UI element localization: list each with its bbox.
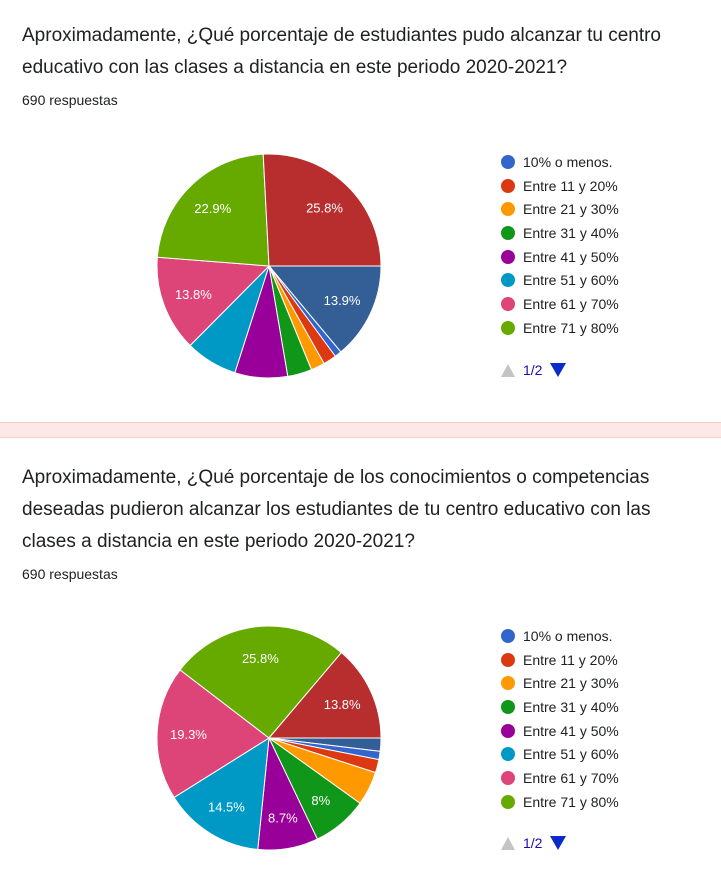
slice-data-label: 25.8% [242, 651, 279, 666]
slice-data-label: 8.7% [268, 810, 298, 825]
legend: 10% o menos. Entre 11 y 20% Entre 21 y 30%… [501, 624, 701, 814]
page-down-icon[interactable] [550, 836, 567, 850]
legend-swatch [501, 296, 515, 311]
page-down-icon[interactable] [550, 363, 567, 377]
legend-label: 10% o menos. [523, 153, 613, 170]
legend-label: Entre 61 y 70% [523, 295, 619, 312]
legend-label: Entre 71 y 80% [523, 319, 619, 336]
pie-slice [156, 256, 271, 347]
legend-label: Entre 11 y 20% [523, 177, 618, 194]
legend-swatch [501, 273, 515, 288]
slice-data-label: 13.8% [175, 287, 212, 302]
legend-item: Entre 21 y 30% [501, 197, 701, 221]
legend-item: 10% o menos. [501, 624, 701, 648]
legend-pager: 1/2 [501, 835, 567, 851]
legend-label: Entre 71 y 80% [523, 793, 619, 810]
legend-swatch [501, 320, 515, 335]
legend-swatch [501, 699, 515, 714]
legend-swatch [501, 628, 515, 643]
legend-label: Entre 51 y 60% [523, 272, 619, 289]
response-count: 690 respuestas [22, 92, 118, 108]
legend-item: Entre 31 y 40% [501, 695, 701, 719]
legend-item: Entre 41 y 50% [501, 719, 701, 743]
pie-slice [267, 651, 382, 739]
question-title: Aproximadamente, ¿Qué porcentaje de los … [22, 467, 651, 552]
legend-swatch [501, 652, 515, 667]
legend-label: Entre 21 y 30% [523, 675, 619, 692]
legend-swatch [501, 225, 515, 240]
legend-label: Entre 61 y 70% [523, 769, 619, 786]
slice-data-label: 14.5% [208, 799, 245, 814]
legend-swatch [501, 178, 515, 193]
page-indicator: 1/2 [523, 835, 543, 851]
section-divider [0, 422, 721, 438]
legend-pager: 1/2 [501, 362, 567, 378]
slice-data-label: 8% [311, 793, 330, 808]
legend-swatch [501, 794, 515, 809]
legend-label: Entre 41 y 50% [523, 248, 619, 265]
chart-card-2: Aproximadamente, ¿Qué porcentaje de los … [0, 438, 721, 893]
legend-item: Entre 51 y 60% [501, 742, 701, 766]
pie-chart: 8% 8.7% 14.5% 19.3% 25.8% 13.8% [156, 625, 382, 851]
pie-chart: 13.9% 13.8% 22.9% 25.8% [156, 153, 382, 379]
legend-label: Entre 11 y 20% [523, 651, 618, 668]
pie-slice [173, 737, 270, 850]
legend-label: Entre 41 y 50% [523, 722, 619, 739]
legend-swatch [501, 249, 515, 264]
slice-data-label: 19.3% [170, 727, 207, 742]
slice-data-label: 25.8% [306, 201, 343, 216]
question-title: Aproximadamente, ¿Qué porcentaje de estu… [22, 25, 661, 78]
chart-card-1: Aproximadamente, ¿Qué porcentaje de estu… [0, 0, 721, 422]
slice-data-label: 22.9% [194, 201, 231, 216]
pie-slice [262, 153, 382, 267]
legend-item: Entre 61 y 70% [501, 766, 701, 790]
pie-slice [267, 265, 382, 353]
legend-item: Entre 11 y 20% [501, 648, 701, 672]
page-up-icon [501, 836, 515, 850]
legend-item: Entre 41 y 50% [501, 245, 701, 269]
slice-data-label: 13.9% [324, 293, 361, 308]
legend-item: Entre 51 y 60% [501, 268, 701, 292]
legend-item: Entre 71 y 80% [501, 316, 701, 340]
legend-swatch [501, 770, 515, 785]
legend-swatch [501, 723, 515, 738]
legend-label: Entre 51 y 60% [523, 746, 619, 763]
legend-swatch [501, 747, 515, 762]
legend-label: Entre 31 y 40% [523, 224, 619, 241]
page-up-icon [501, 363, 515, 377]
slice-data-label: 13.8% [324, 697, 361, 712]
legend-swatch [501, 154, 515, 169]
legend: 10% o menos. Entre 11 y 20% Entre 21 y 30%… [501, 150, 701, 340]
legend-label: Entre 21 y 30% [523, 201, 619, 218]
legend-item: 10% o menos. [501, 150, 701, 174]
legend-item: Entre 21 y 30% [501, 671, 701, 695]
legend-item: Entre 71 y 80% [501, 790, 701, 814]
legend-swatch [501, 676, 515, 691]
legend-label: Entre 31 y 40% [523, 698, 619, 715]
legend-item: Entre 31 y 40% [501, 221, 701, 245]
legend-item: Entre 61 y 70% [501, 292, 701, 316]
pie-slice [179, 625, 343, 739]
page-indicator: 1/2 [523, 362, 543, 378]
legend-label: 10% o menos. [523, 627, 613, 644]
response-count: 690 respuestas [22, 566, 118, 582]
pie-slice [156, 669, 270, 799]
legend-item: Entre 11 y 20% [501, 174, 701, 198]
legend-swatch [501, 202, 515, 217]
pie-slice [156, 153, 270, 267]
